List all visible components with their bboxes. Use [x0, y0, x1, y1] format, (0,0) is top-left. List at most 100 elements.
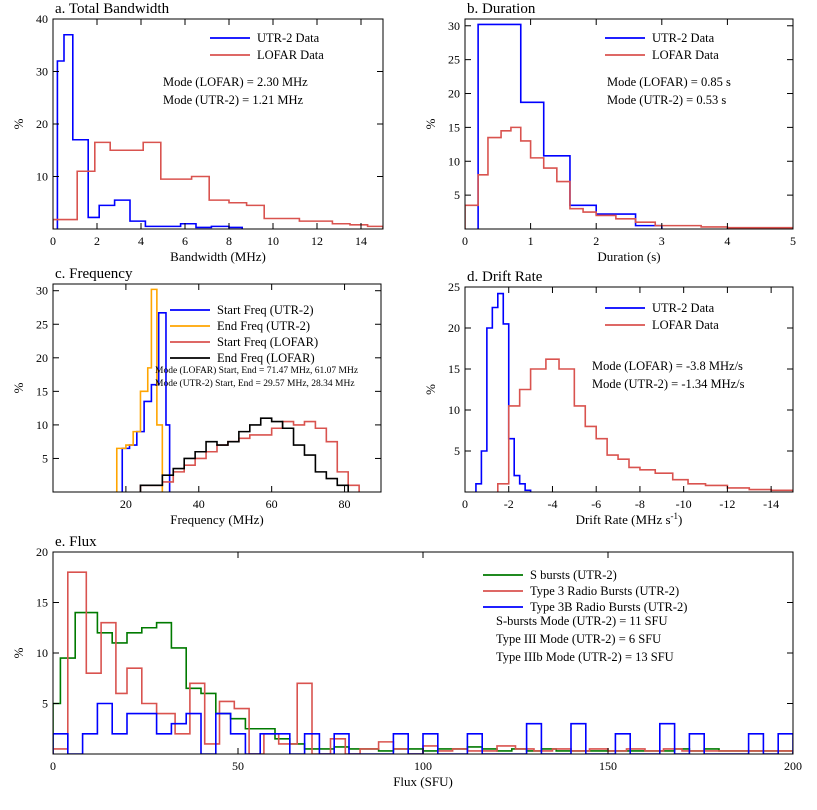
x-tick-label: -10	[676, 497, 692, 511]
annotation: Type III Mode (UTR-2) = 6 SFU	[496, 632, 661, 646]
x-axis-label: Drift Rate (MHz s-1)	[576, 511, 683, 527]
panel-title: d. Drift Rate	[467, 269, 543, 285]
y-tick-label: 25	[448, 280, 460, 294]
series-lofar-data	[53, 141, 383, 229]
y-tick-label: 30	[36, 65, 48, 79]
x-tick-label: 0	[462, 234, 468, 248]
x-tick-label: 100	[414, 759, 432, 773]
legend-label: Start Freq (LOFAR)	[217, 335, 318, 349]
x-axis-label: Flux (SFU)	[393, 774, 453, 789]
series-group	[53, 571, 793, 754]
plot-frame	[464, 18, 794, 230]
x-axis-label: Frequency (MHz)	[170, 512, 264, 527]
panel-e: e. Flux 0 50 100 150 200 5 10 15 20 Flux (SFU)% S b…	[11, 534, 802, 789]
y-tick-label: 15	[448, 120, 460, 134]
x-tick-label: 14	[355, 234, 367, 248]
x-tick-label: 60	[266, 497, 278, 511]
series-type-3-radio-bursts-utr-2	[53, 571, 793, 754]
x-tick-label: 3	[659, 234, 665, 248]
y-tick-label: 30	[36, 284, 48, 298]
y-tick-label: 5	[454, 188, 460, 202]
y-tick-label: 5	[42, 697, 48, 711]
x-tick-label: 8	[226, 234, 232, 248]
x-tick-label: 1	[528, 234, 534, 248]
y-tick-label: 15	[36, 384, 48, 398]
series-lofar-data	[465, 126, 793, 229]
x-tick-label: -12	[719, 497, 735, 511]
series-group	[53, 33, 383, 229]
series-type-3b-radio-bursts-utr-2	[53, 702, 793, 754]
y-tick-label: 25	[448, 53, 460, 67]
panel-title: b. Duration	[467, 1, 536, 17]
plot-frame	[52, 18, 384, 230]
x-tick-label: 50	[232, 759, 244, 773]
legend-label: UTR-2 Data	[652, 301, 715, 315]
y-axis-label: %	[423, 118, 438, 129]
series-group	[115, 288, 360, 492]
legend-label: Type 3 Radio Bursts (UTR-2)	[530, 584, 679, 598]
legend: UTR-2 Data LOFAR Data	[210, 31, 324, 62]
y-tick-label: 10	[448, 403, 460, 417]
legend-label: Start Freq (UTR-2)	[217, 303, 314, 317]
y-tick-label: 20	[448, 87, 460, 101]
y-tick-label: 20	[448, 321, 460, 335]
x-tick-label: 4	[138, 234, 144, 248]
legend-label: Type 3B Radio Bursts (UTR-2)	[530, 600, 687, 614]
x-tick-label: 6	[182, 234, 188, 248]
annotation: Mode (LOFAR) = 2.30 MHz	[163, 75, 308, 89]
legend: UTR-2 Data LOFAR Data	[605, 301, 719, 332]
legend-label: UTR-2 Data	[652, 31, 715, 45]
x-tick-label: 0	[50, 234, 56, 248]
y-tick-label: 15	[36, 596, 48, 610]
x-tick-label: 12	[311, 234, 323, 248]
y-tick-label: 25	[36, 317, 48, 331]
x-tick-label: -2	[504, 497, 514, 511]
legend: S bursts (UTR-2) Type 3 Radio Bursts (UTR…	[483, 568, 687, 614]
legend-label: S bursts (UTR-2)	[530, 568, 617, 582]
y-tick-label: 10	[36, 646, 48, 660]
series-group	[465, 23, 793, 229]
x-tick-label: 4	[724, 234, 730, 248]
x-tick-label: 200	[784, 759, 802, 773]
x-tick-label: 2	[94, 234, 100, 248]
y-tick-label: 10	[448, 154, 460, 168]
y-tick-label: 20	[36, 351, 48, 365]
y-tick-label: 5	[42, 451, 48, 465]
y-axis-label: %	[11, 382, 26, 393]
panel-title: e. Flux	[55, 534, 97, 550]
x-axis-label: Bandwidth (MHz)	[170, 249, 266, 264]
y-tick-label: 10	[36, 418, 48, 432]
y-axis-label: %	[423, 384, 438, 395]
y-axis-label: %	[11, 647, 26, 658]
x-tick-label: 0	[462, 497, 468, 511]
legend: UTR-2 Data LOFAR Data	[605, 31, 719, 62]
annotation: Mode (UTR-2) = 0.53 s	[607, 93, 726, 107]
x-tick-label: 150	[599, 759, 617, 773]
series-s-bursts-utr-2	[53, 611, 793, 754]
y-tick-label: 5	[454, 444, 460, 458]
panel-b: b. Duration 0 1 2 3 4 5 5 10 15 20 25 30 Duration (s)…	[423, 1, 796, 264]
panel-a: a. Total Bandwidth 0 2 4 6 8 10 12 14 10 20 30 40 Ban…	[11, 1, 384, 264]
plot-frame	[52, 283, 382, 493]
legend-label: LOFAR Data	[652, 318, 719, 332]
panel-title: a. Total Bandwidth	[55, 1, 170, 17]
y-tick-label: 10	[36, 170, 48, 184]
x-tick-label: -6	[591, 497, 601, 511]
series-utr-2-data	[56, 33, 243, 229]
annotation: Mode (LOFAR) = -3.8 MHz/s	[592, 359, 743, 373]
series-end-freq-lofar	[139, 417, 349, 492]
x-tick-label: -4	[547, 497, 557, 511]
plot-frame	[464, 286, 794, 493]
legend-label: LOFAR Data	[652, 48, 719, 62]
y-tick-label: 15	[448, 362, 460, 376]
panel-d: d. Drift Rate 0 -2 -4 -6 -8 -10 -12 -14 5 10 15 20 25…	[423, 269, 794, 527]
x-tick-label: 80	[339, 497, 351, 511]
annotation: Mode (UTR-2) = -1.34 MHz/s	[592, 377, 745, 391]
series-start-freq-utr-2	[121, 312, 171, 492]
x-axis-label: Duration (s)	[597, 249, 660, 264]
panel-c: c. Frequency 20 40 60 80 5 10 15 20 25 30 Frequency…	[11, 266, 382, 527]
y-tick-label: 20	[36, 117, 48, 131]
x-tick-label: 5	[790, 234, 796, 248]
annotation: Mode (UTR-2) Start, End = 29.57 MHz, 28.…	[155, 378, 355, 389]
